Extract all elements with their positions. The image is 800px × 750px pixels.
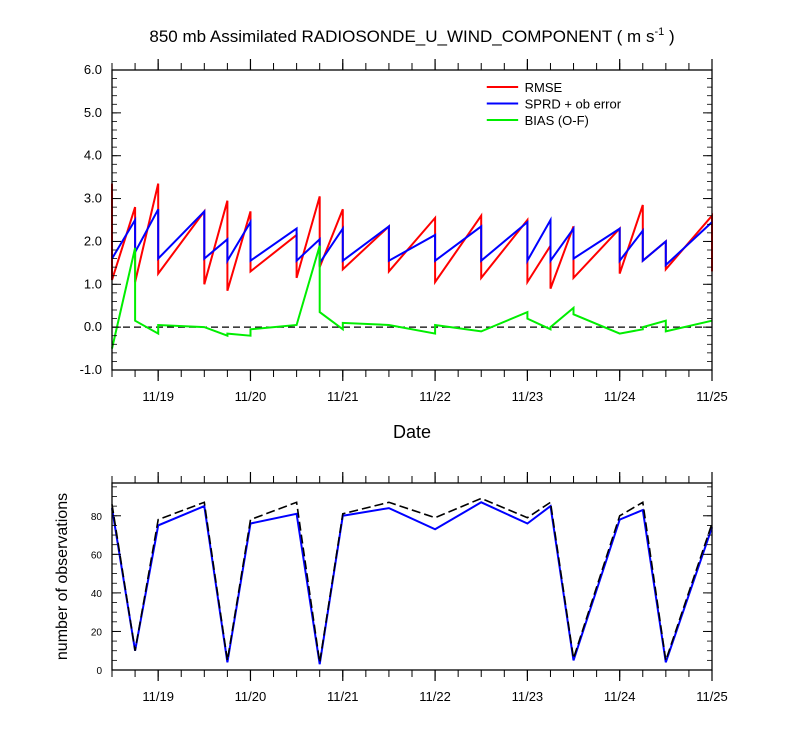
y-tick-label: 0.0 [84, 319, 102, 334]
x-tick-label: 11/22 [419, 389, 451, 404]
series-line-rmse [111, 183, 713, 291]
y-tick-label: 40 [91, 589, 103, 600]
y-tick-label: 4.0 [84, 148, 102, 163]
chart-title-close: ) [664, 27, 674, 46]
y-tick-label: 6.0 [84, 62, 102, 77]
x-tick-label: 11/20 [235, 689, 267, 704]
series-line-possible [111, 497, 713, 663]
y-tick-label: 80 [91, 512, 103, 523]
x-tick-label: 11/19 [142, 389, 174, 404]
legend-label: RMSE [525, 80, 563, 95]
x-tick-label: 11/24 [604, 689, 636, 704]
y-tick-label: 1.0 [84, 276, 102, 291]
x-tick-label: 11/19 [142, 689, 174, 704]
observations-plot: 0 20 40 60 80 11/19 11/20 11/21 11/22 11/23 11/24 1… [54, 472, 728, 704]
y-tick-label: 60 [91, 550, 103, 561]
y-axis-label: number of observations [54, 493, 71, 660]
plot-frame [111, 69, 713, 371]
series-line-used [111, 501, 713, 665]
legend-label: BIAS (O-F) [525, 113, 589, 128]
x-tick-label: 11/24 [604, 389, 636, 404]
series-line-sprd-ob-error [111, 208, 713, 268]
x-tick-label: 11/23 [512, 389, 544, 404]
y-tick-label: 2.0 [84, 233, 102, 248]
statistics-plot: -1.0 0.0 1.0 2.0 3.0 4.0 5.0 6.0 11/19 11/20 11/21… [80, 59, 728, 442]
x-tick-label: 11/20 [235, 389, 267, 404]
chart-title: 850 mb Assimilated RADIOSONDE_U_WIND_COM… [149, 26, 674, 46]
x-tick-label: 11/25 [696, 689, 728, 704]
y-tick-label: 0 [96, 666, 102, 677]
y-tick-label: 20 [91, 627, 103, 638]
chart-title-main: 850 mb Assimilated RADIOSONDE_U_WIND_COM… [149, 27, 654, 46]
x-axis-label: Date [393, 422, 431, 442]
x-tick-label: 11/22 [419, 689, 451, 704]
x-tick-label: 11/23 [512, 689, 544, 704]
legend-label: SPRD + ob error [525, 97, 622, 112]
plot-frame [111, 482, 713, 671]
y-tick-label: 3.0 [84, 191, 102, 206]
x-tick-label: 11/25 [696, 389, 728, 404]
y-tick-label: -1.0 [80, 362, 102, 377]
chart-title-superscript: -1 [654, 26, 664, 38]
series-line-bias-o-f [111, 245, 713, 349]
x-tick-label: 11/21 [327, 689, 359, 704]
x-tick-label: 11/21 [327, 389, 359, 404]
y-tick-label: 5.0 [84, 105, 102, 120]
